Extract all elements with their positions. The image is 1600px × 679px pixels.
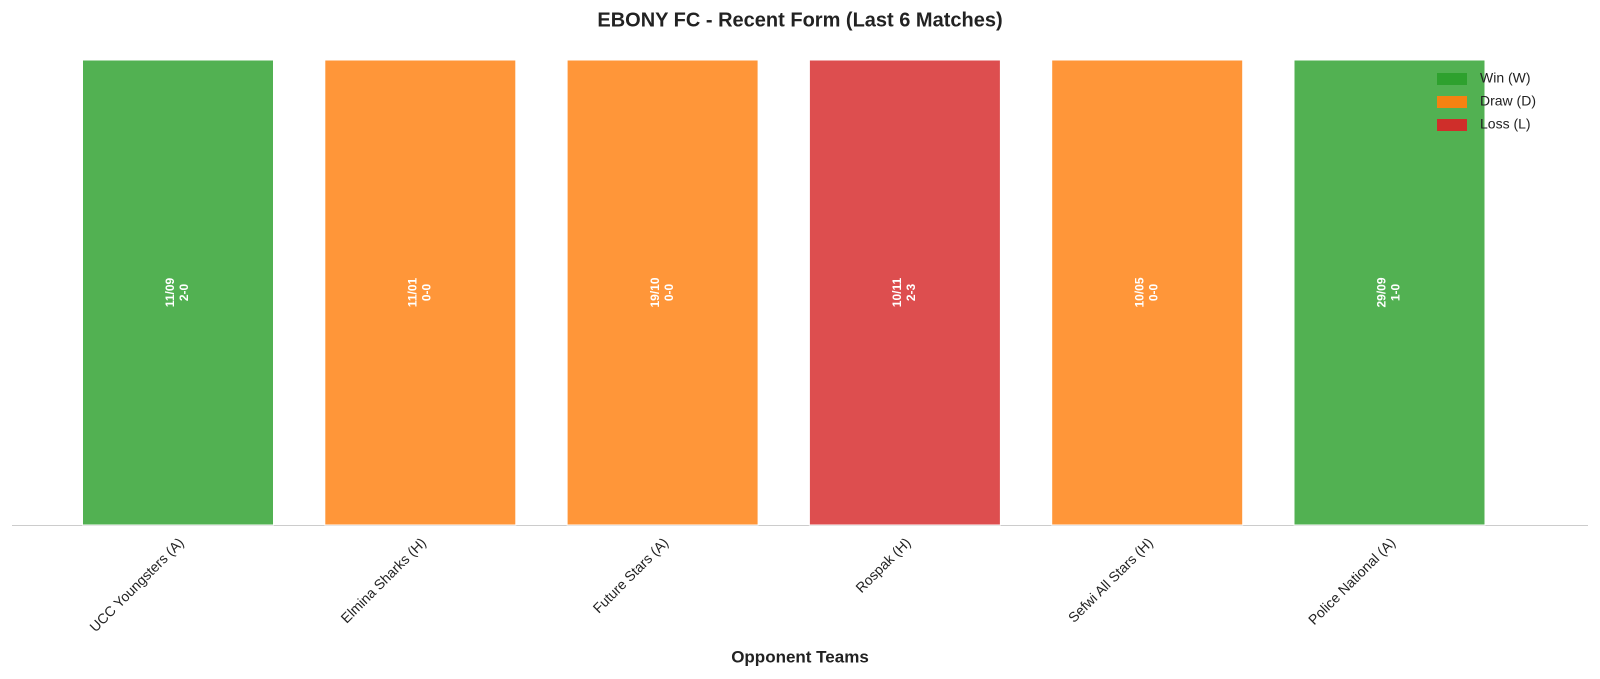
bar-score-label: 0-0	[662, 284, 676, 302]
bar-date-label: 19/10	[648, 277, 662, 307]
legend-swatch	[1437, 119, 1467, 131]
bar	[566, 59, 759, 526]
bar	[82, 59, 274, 526]
bar-date-label: 11/09	[163, 277, 177, 307]
bar-score-label: 0-0	[1146, 284, 1160, 302]
bar-date-label: 29/09	[1375, 277, 1389, 307]
bar-score-label: 1-0	[1389, 284, 1403, 302]
bar	[1051, 59, 1244, 526]
x-tick-label: Rospak (H)	[852, 534, 913, 595]
bar-score-label: 2-3	[904, 284, 918, 302]
legend-swatch	[1437, 73, 1467, 85]
bar-score-label: 0-0	[419, 284, 433, 302]
legend-label: Loss (L)	[1480, 116, 1531, 132]
bar	[324, 59, 517, 526]
x-tick-label: Sefwi All Stars (H)	[1065, 534, 1156, 625]
legend-label: Draw (D)	[1480, 93, 1536, 109]
bar	[1293, 59, 1486, 526]
x-axis-label: Opponent Teams	[731, 647, 869, 666]
chart-title: EBONY FC - Recent Form (Last 6 Matches)	[597, 9, 1002, 31]
x-tick-label: Future Stars (A)	[590, 534, 672, 616]
legend-label: Win (W)	[1480, 70, 1531, 86]
x-tick-label: UCC Youngsters (A)	[86, 534, 186, 634]
x-tick-label: Elmina Sharks (H)	[337, 534, 429, 626]
bar-date-label: 11/01	[405, 277, 419, 307]
legend-swatch	[1437, 96, 1467, 108]
x-tick-label: Police National (A)	[1305, 534, 1398, 627]
bar-date-label: 10/11	[890, 277, 904, 307]
bar-date-label: 10/05	[1132, 277, 1146, 307]
bar	[808, 59, 1001, 526]
bar-score-label: 2-0	[177, 284, 191, 302]
